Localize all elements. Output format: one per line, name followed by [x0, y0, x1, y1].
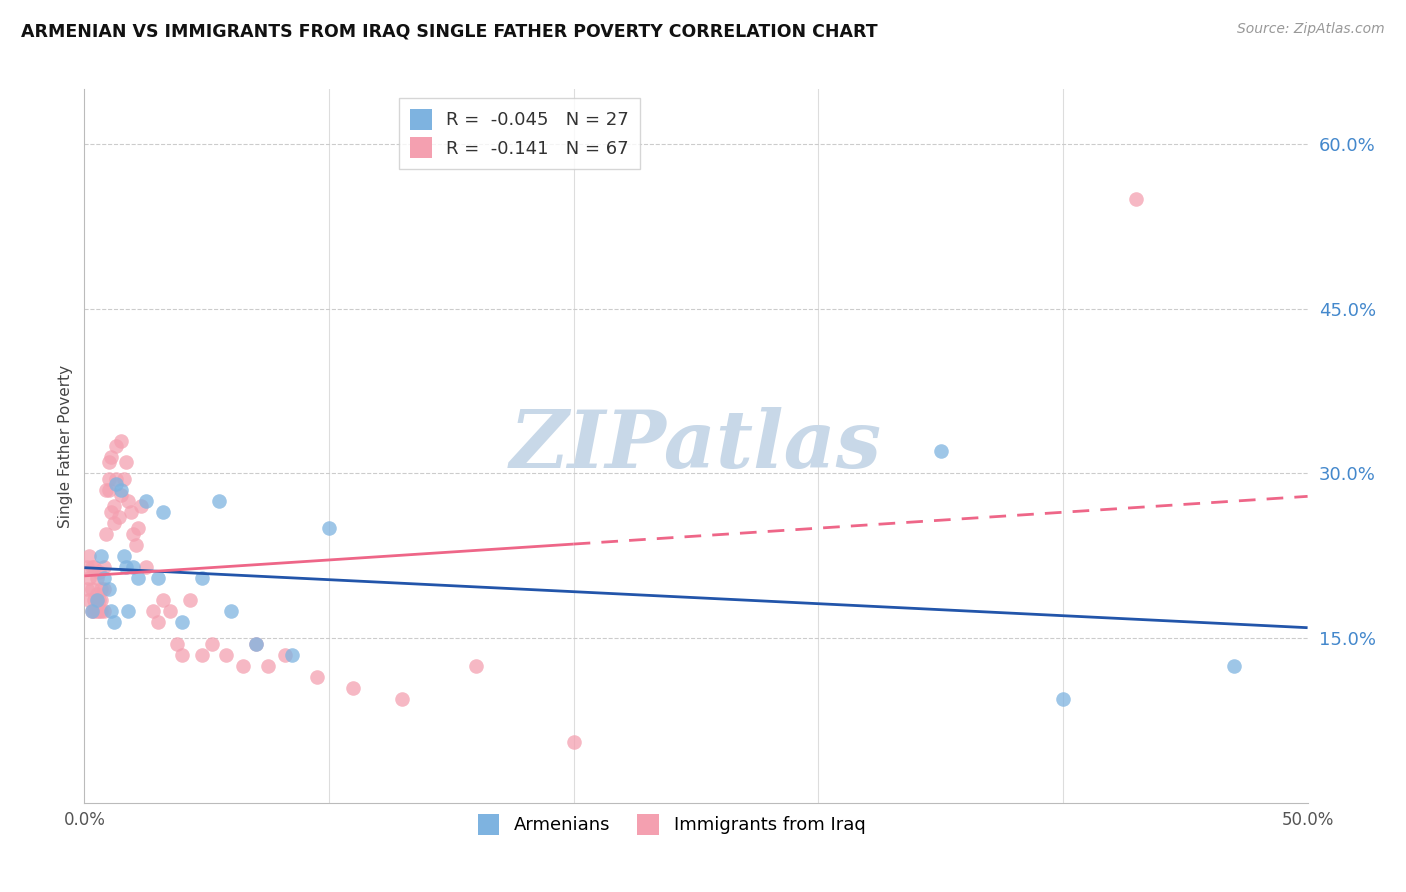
Point [80, 582, 103, 596]
Point [257, 658, 280, 673]
Point [172, 648, 194, 662]
Point [281, 648, 304, 662]
Point [112, 472, 135, 486]
Point [464, 658, 486, 673]
Point [122, 559, 145, 574]
Point [80, 559, 103, 574]
Point [100, 450, 122, 464]
Point [318, 521, 340, 535]
Point [179, 592, 201, 607]
Point [93, 604, 115, 618]
Point [87, 604, 110, 618]
Point [86, 604, 108, 618]
Point [120, 505, 142, 519]
Point [107, 510, 129, 524]
Point [305, 669, 328, 683]
Point [76, 582, 98, 596]
Point [96, 526, 118, 541]
Y-axis label: Single Father Poverty: Single Father Poverty [58, 365, 73, 527]
Point [90, 549, 112, 563]
Point [93, 571, 115, 585]
Point [97, 472, 120, 486]
Point [135, 494, 157, 508]
Point [232, 658, 254, 673]
Point [100, 505, 122, 519]
Point [83, 559, 105, 574]
Point [77, 549, 100, 563]
Point [191, 648, 214, 662]
Point [97, 483, 120, 497]
Point [125, 538, 148, 552]
Point [245, 637, 267, 651]
Point [159, 604, 181, 618]
Point [87, 592, 110, 607]
Point [142, 604, 165, 618]
Point [135, 559, 157, 574]
Point [122, 526, 145, 541]
Point [112, 549, 135, 563]
Point [342, 681, 364, 695]
Text: ZIPatlas: ZIPatlas [510, 408, 882, 484]
Point [115, 455, 138, 469]
Point [90, 592, 112, 607]
Point [127, 571, 149, 585]
Point [97, 582, 120, 596]
Point [152, 592, 174, 607]
Point [117, 604, 139, 618]
Point [86, 592, 108, 607]
Point [77, 592, 100, 607]
Point [97, 455, 120, 469]
Point [96, 483, 118, 497]
Point [146, 571, 169, 585]
Point [93, 559, 115, 574]
Point [105, 477, 128, 491]
Point [391, 691, 413, 706]
Text: ARMENIAN VS IMMIGRANTS FROM IRAQ SINGLE FATHER POVERTY CORRELATION CHART: ARMENIAN VS IMMIGRANTS FROM IRAQ SINGLE … [21, 22, 877, 40]
Point [166, 637, 188, 651]
Point [245, 637, 267, 651]
Point [80, 604, 103, 618]
Point [77, 571, 100, 585]
Point [274, 648, 297, 662]
Point [83, 592, 105, 607]
Point [86, 571, 108, 585]
Point [191, 571, 214, 585]
Point [929, 444, 952, 458]
Legend: Armenians, Immigrants from Iraq: Armenians, Immigrants from Iraq [468, 805, 875, 844]
Point [105, 439, 128, 453]
Point [172, 615, 194, 629]
Point [86, 587, 108, 601]
Point [1052, 691, 1074, 706]
Point [127, 521, 149, 535]
Point [105, 472, 128, 486]
Point [1125, 192, 1147, 206]
Point [86, 592, 108, 607]
Point [200, 637, 222, 651]
Point [110, 434, 132, 448]
Point [103, 500, 125, 514]
Point [215, 648, 238, 662]
Point [208, 494, 231, 508]
Point [103, 615, 125, 629]
Point [83, 604, 105, 618]
Point [80, 604, 103, 618]
Point [146, 615, 169, 629]
Text: Source: ZipAtlas.com: Source: ZipAtlas.com [1237, 22, 1385, 37]
Point [90, 604, 112, 618]
Point [115, 559, 138, 574]
Point [110, 483, 132, 497]
Point [152, 505, 174, 519]
Point [87, 566, 110, 580]
Point [117, 494, 139, 508]
Point [76, 559, 98, 574]
Point [100, 604, 122, 618]
Point [219, 604, 242, 618]
Point [1223, 658, 1246, 673]
Point [110, 488, 132, 502]
Point [103, 516, 125, 530]
Point [90, 582, 112, 596]
Point [562, 735, 585, 749]
Point [93, 582, 115, 596]
Point [129, 500, 152, 514]
